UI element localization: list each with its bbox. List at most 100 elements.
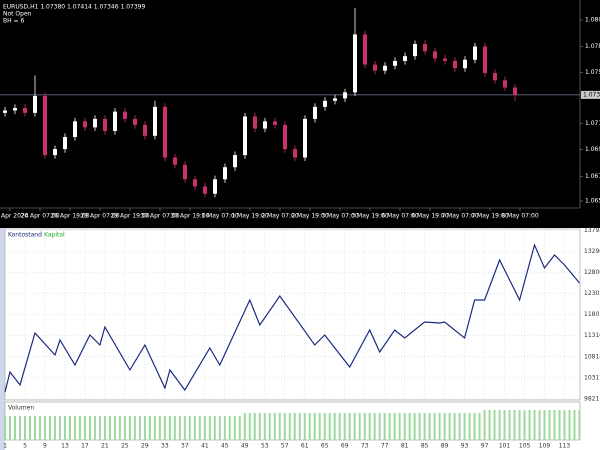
volume-bar [113,416,116,440]
volume-bar [93,416,96,440]
time-label: 2 May 07:00 [261,213,299,220]
volume-bar [78,416,81,440]
volume-bar [313,413,316,440]
volume-bar [43,416,46,440]
volume-bar [518,410,521,440]
volume-bar [208,416,211,440]
candle-body [383,65,387,71]
time-label: 6 May 07:00 [381,213,419,220]
volume-bar [228,416,231,440]
volume-bar [388,413,391,440]
trade-x-label: 13 [61,443,69,450]
candle-body [323,100,327,107]
left-strip [0,228,5,450]
volume-bar [73,416,76,440]
time-label: 7 May 07:00 [441,213,479,220]
trade-x-label: 105 [519,443,531,450]
legend-equity: Kapital [44,232,65,239]
candle-body [33,95,37,113]
volume-bar [268,413,271,440]
time-label: 1 May 07:00 [201,213,239,220]
balance-y-label: 13296 [584,248,600,255]
volume-bar [348,413,351,440]
volume-bar [278,413,281,440]
price-label: 1.07585 [585,69,600,76]
volume-bar [403,413,406,440]
volume-bar [338,413,341,440]
time-label: 30 Apr 07:00 [140,213,179,220]
volume-title: Volumen [8,405,34,412]
volume-bar [513,410,516,440]
trade-x-label: 101 [499,443,511,450]
candle-body [433,51,437,59]
candle-body [363,34,367,65]
candle-body [163,106,167,158]
candle-body [303,118,307,158]
balance-y-label: 11310 [584,332,600,339]
price-label: 1.0716 [585,120,600,127]
trade-x-label: 61 [301,443,309,450]
volume-bar [223,416,226,440]
time-label: 29 Apr 19:00 [110,213,149,220]
volume-bar [528,410,531,440]
volume-bar [438,413,441,440]
volume-bar [453,413,456,440]
volume-bar [258,413,261,440]
time-label: 8 May 07:00 [501,213,539,220]
volume-bar [253,413,256,440]
volume-bar [448,413,451,440]
time-label: 6 May 19:00 [411,213,449,220]
candle-body [353,34,357,93]
trade-x-label: 29 [141,443,149,450]
volume-bar [343,413,346,440]
candle-body [133,118,137,125]
volume-bar [463,413,466,440]
volume-bar [48,416,51,440]
candle-body [83,121,87,128]
trade-x-label: 45 [221,443,229,450]
volume-bar [378,413,381,440]
volume-bar [498,410,501,440]
volume-bar [478,413,481,440]
trade-x-label: 9 [43,443,47,450]
volume-bar [408,413,411,440]
trade-x-label: 69 [341,443,349,450]
candle-body [403,56,407,61]
volume-bar [233,416,236,440]
volume-bar [263,413,266,440]
candle-body [213,179,217,194]
trade-x-label: 49 [241,443,249,450]
trade-x-label: 25 [121,443,129,450]
volume-bar [88,416,91,440]
time-label: 29 Apr 07:00 [80,213,119,220]
trade-x-label: 89 [441,443,449,450]
volume-bar [433,413,436,440]
candle-body [183,164,187,180]
volume-bar [503,410,506,440]
candle-body [143,124,147,136]
time-label: 26 Apr 07:00 [20,213,59,220]
balance-y-label: 11807 [584,311,600,318]
volume-bar [58,416,61,440]
volume-bar [368,413,371,440]
candle-body [493,73,497,81]
volume-bar [333,413,336,440]
volume-bar [193,416,196,440]
trade-x-label: 93 [461,443,469,450]
candle-body [413,44,417,57]
candle-body [123,111,127,119]
price-label: 1.06725 [585,173,600,180]
trade-x-label: 17 [81,443,89,450]
volume-bar [428,413,431,440]
current-price-label: 1.07399 [583,91,600,98]
volume-bar [63,416,66,440]
candle-body [233,155,237,168]
volume-bar [178,416,181,440]
volume-bar [218,416,221,440]
volume-bar [353,413,356,440]
trade-x-label: 37 [181,443,189,450]
volume-bar [508,410,511,440]
volume-bar [108,416,111,440]
volume-bar [198,416,201,440]
candle-body [173,157,177,165]
